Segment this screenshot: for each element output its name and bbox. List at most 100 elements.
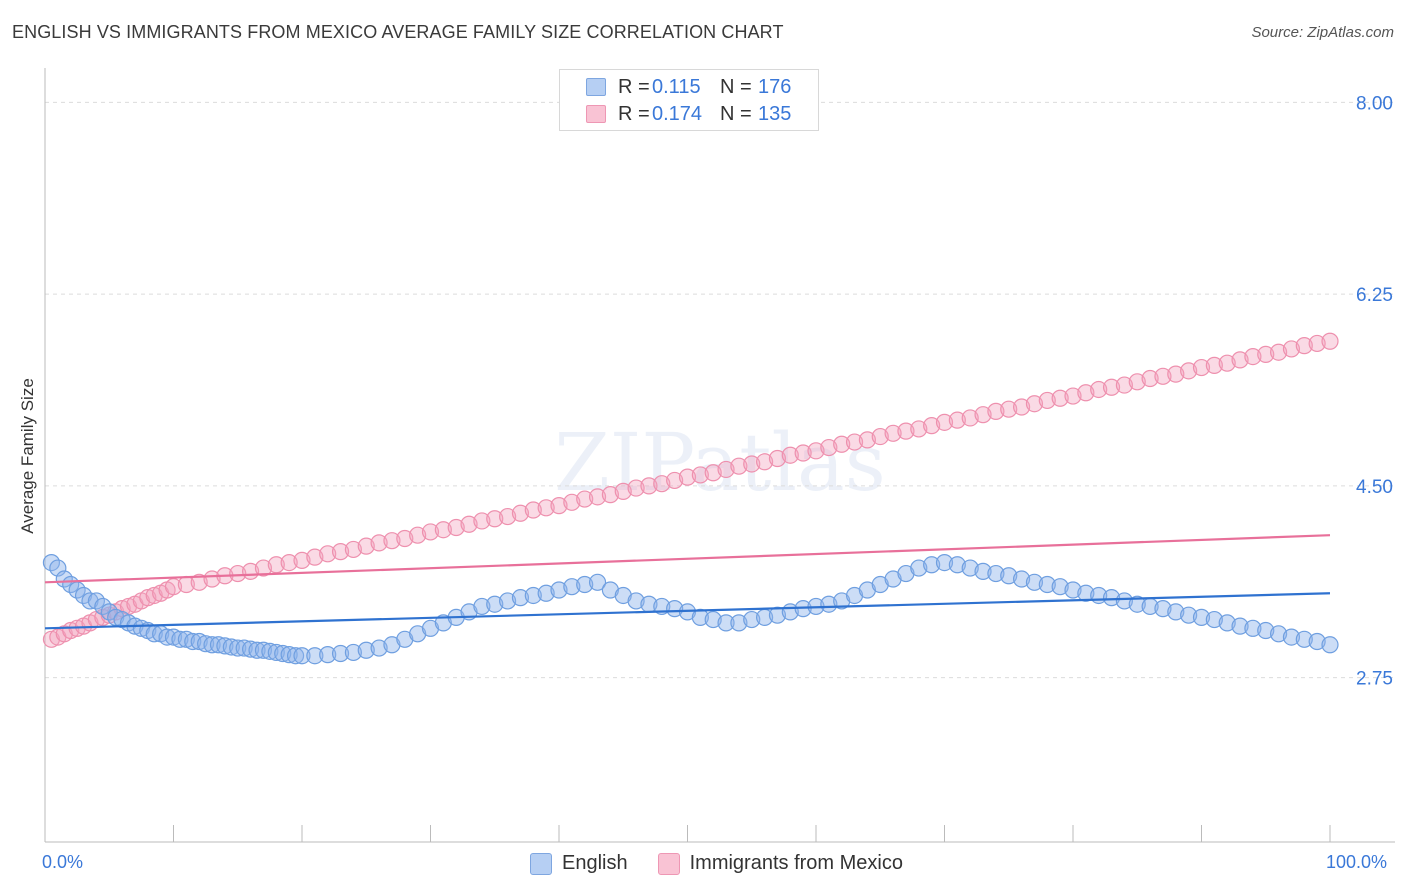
point-immigrants xyxy=(370,534,388,552)
point-english xyxy=(267,643,285,662)
point-immigrants xyxy=(948,411,966,429)
point-english xyxy=(229,639,247,657)
point-immigrants xyxy=(794,444,812,462)
point-english xyxy=(132,619,150,637)
point-english xyxy=(833,592,851,610)
point-english xyxy=(190,632,208,651)
y-tick-label: 6.25 xyxy=(1356,285,1393,306)
y-tick-labels: 2.75 4.50 6.25 8.00 xyxy=(1356,93,1393,689)
point-english xyxy=(486,595,504,613)
legend-row-immigrants: R = 0.174 N = 135 xyxy=(586,102,791,126)
point-english xyxy=(197,635,215,653)
point-english xyxy=(222,638,240,656)
point-immigrants xyxy=(524,501,542,519)
point-immigrants xyxy=(1205,356,1223,374)
n-label: N = xyxy=(720,75,752,98)
trend-lines xyxy=(44,534,1331,630)
point-english xyxy=(1051,578,1069,596)
gridlines xyxy=(45,101,1395,679)
point-english xyxy=(1192,608,1211,626)
point-english xyxy=(209,636,228,654)
point-english xyxy=(1025,573,1044,591)
point-english xyxy=(820,595,838,613)
point-english xyxy=(717,614,735,632)
point-english xyxy=(248,641,266,659)
point-english xyxy=(158,628,176,646)
point-immigrants xyxy=(845,433,864,451)
point-english xyxy=(1115,592,1134,610)
point-immigrants xyxy=(781,446,799,464)
point-english xyxy=(1064,581,1082,599)
point-english xyxy=(1231,617,1249,635)
point-immigrants xyxy=(1167,365,1185,383)
point-immigrants xyxy=(717,460,735,479)
point-immigrants xyxy=(1000,400,1018,418)
point-english xyxy=(884,570,902,588)
point-english xyxy=(171,630,189,648)
series-immigrants-points xyxy=(42,332,1339,648)
trend-line-immigrants xyxy=(44,534,1331,584)
point-english xyxy=(704,610,722,629)
point-immigrants xyxy=(640,477,658,495)
point-immigrants xyxy=(1218,354,1236,372)
point-immigrants xyxy=(691,466,709,484)
point-english xyxy=(203,636,221,654)
point-immigrants xyxy=(974,406,992,424)
x-tick-label-min: 0.0% xyxy=(42,852,84,872)
n-value: 135 xyxy=(758,102,792,125)
point-english xyxy=(473,597,491,616)
y-tick-label: 2.75 xyxy=(1356,669,1393,690)
point-immigrants xyxy=(293,551,311,570)
point-english xyxy=(286,647,305,665)
point-english xyxy=(1077,584,1095,602)
point-immigrants xyxy=(511,504,530,522)
point-english xyxy=(280,646,298,664)
point-immigrants xyxy=(653,475,671,493)
trend-line-english xyxy=(44,592,1331,630)
point-immigrants xyxy=(678,468,697,486)
point-immigrants xyxy=(1154,367,1172,385)
point-immigrants xyxy=(331,543,350,561)
point-english xyxy=(319,646,337,664)
point-immigrants xyxy=(807,442,825,460)
point-immigrants xyxy=(627,479,645,497)
y-tick-label: 8.00 xyxy=(1356,93,1393,114)
point-immigrants xyxy=(1012,398,1031,416)
point-english xyxy=(1012,570,1031,588)
point-english xyxy=(845,586,864,605)
point-english xyxy=(344,643,362,662)
point-immigrants xyxy=(421,523,440,541)
point-immigrants xyxy=(145,586,163,605)
point-immigrants xyxy=(935,413,954,431)
legend-swatch-immigrants xyxy=(657,852,680,875)
point-english xyxy=(910,559,928,577)
point-immigrants xyxy=(755,453,774,471)
point-english xyxy=(524,586,542,605)
point-english xyxy=(81,592,99,610)
point-english xyxy=(601,581,620,599)
point-immigrants xyxy=(871,427,889,446)
point-english xyxy=(871,575,889,594)
point-immigrants xyxy=(1090,380,1108,399)
legend-item-immigrants[interactable]: Immigrants from Mexico xyxy=(657,852,903,875)
point-english xyxy=(331,644,350,663)
point-immigrants xyxy=(396,529,414,548)
point-english xyxy=(1167,603,1185,621)
legend-swatch-immigrants xyxy=(586,105,606,123)
point-immigrants xyxy=(1115,376,1134,394)
point-english xyxy=(974,562,992,580)
legend-item-english[interactable]: English xyxy=(530,852,628,875)
point-immigrants xyxy=(357,537,375,555)
legend-label-english: English xyxy=(562,852,628,874)
watermark: ZIPatlas xyxy=(554,416,886,509)
point-immigrants xyxy=(563,493,581,511)
point-english xyxy=(935,553,954,572)
point-english xyxy=(1282,628,1301,646)
point-immigrants xyxy=(1257,345,1275,364)
point-english xyxy=(1244,619,1262,637)
point-english xyxy=(370,639,388,657)
point-immigrants xyxy=(1282,340,1301,358)
point-english xyxy=(1321,636,1339,654)
n-label: N = xyxy=(720,102,752,125)
